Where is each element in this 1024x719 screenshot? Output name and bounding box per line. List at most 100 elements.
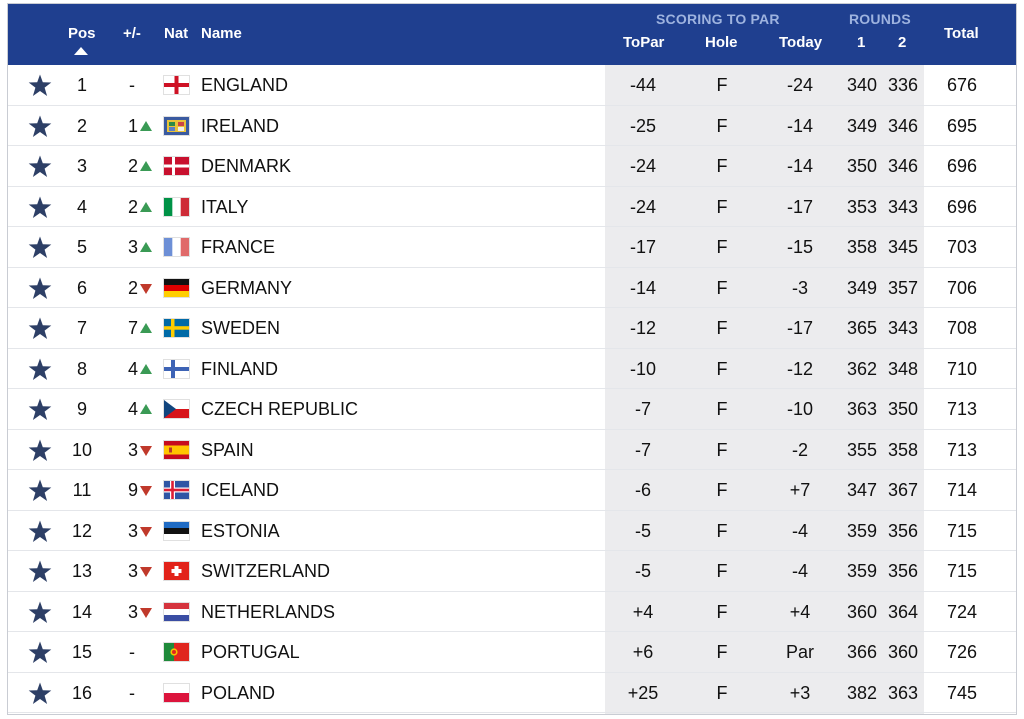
favorite-star-icon[interactable] [28,641,52,664]
to-par: -24 [629,196,656,217]
table-row[interactable]: 4 2 ITALY -24 F -17 353 343 696 [8,187,1016,227]
country-name[interactable]: SWEDEN [201,318,281,338]
hole: F [716,601,728,622]
country-name[interactable]: ENGLAND [201,75,289,95]
favorite-star-icon[interactable] [28,155,52,178]
header-move[interactable]: +/- [123,25,141,42]
round-1: 347 [846,480,878,500]
table-row[interactable]: 16 - POLAND +25 F +3 382 363 745 [8,673,1016,713]
table-row[interactable]: 15 - PORTUGAL +6 F Par 366 360 726 [8,632,1016,673]
country-name[interactable]: ITALY [201,196,249,217]
country-name[interactable]: GERMANY [201,277,293,298]
favorite-star-icon[interactable] [28,479,52,502]
round-1: 358 [846,237,878,257]
move-value: - [129,682,135,703]
favorite-star-icon[interactable] [28,398,52,421]
header-name[interactable]: Name [201,25,242,42]
favorite-star-icon[interactable] [28,317,52,340]
to-par: -7 [634,399,651,419]
arrow-down-icon [140,607,152,618]
table-row[interactable]: 14 3 NETHERLANDS +4 F +4 360 364 724 [8,592,1016,632]
arrow-up-icon [140,323,152,333]
arrow-up-icon [140,363,152,374]
country-name[interactable]: POLAND [201,682,276,703]
total: 710 [946,358,978,379]
arrow-up-icon [140,404,152,414]
total: 726 [946,642,978,662]
today: Par [785,642,814,662]
to-par: +6 [632,642,654,662]
favorite-star-icon[interactable] [28,196,52,219]
header-total[interactable]: Total [944,25,979,42]
favorite-star-icon[interactable] [28,115,52,138]
total: 713 [946,439,978,460]
hole: F [716,399,728,419]
position: 14 [71,601,93,622]
country-name[interactable]: ESTONIA [201,520,280,541]
germany-flag-icon [164,278,189,297]
spain-flag-icon [164,440,189,459]
favorite-star-icon[interactable] [28,439,52,462]
table-row[interactable]: 10 3 SPAIN -7 F -2 355 358 713 [8,430,1016,470]
header-round-1[interactable]: 1 [857,34,866,51]
table-row[interactable]: 2 1 IRELAND -25 F -14 349 346 695 [8,106,1016,146]
total: 703 [946,237,978,257]
position-change: 2 [108,187,156,227]
favorite-star-icon[interactable] [28,682,52,705]
country-name[interactable]: IRELAND [201,115,280,136]
to-par: -6 [634,480,651,500]
position: 2 [76,115,87,136]
country-name[interactable]: FINLAND [201,358,279,379]
country-name[interactable]: CZECH REPUBLIC [201,399,359,419]
arrow-down-icon [140,567,152,577]
header-topar[interactable]: ToPar [623,34,665,51]
header-pos[interactable]: Pos [68,25,96,42]
france-flag-icon [164,238,189,256]
country-name[interactable]: SPAIN [201,439,254,460]
round-1: 350 [846,156,878,176]
country-name[interactable]: FRANCE [201,237,276,257]
favorite-star-icon[interactable] [28,560,52,583]
today: -4 [791,561,808,581]
sort-ascending-icon [74,47,88,55]
country-name[interactable]: PORTUGAL [201,642,300,662]
country-name[interactable]: DENMARK [201,156,292,176]
arrow-up-icon [140,120,152,131]
portugal-flag-icon [164,643,189,661]
move-value: 4 [127,358,138,379]
move-value: 4 [127,399,138,419]
header-today[interactable]: Today [779,34,823,51]
favorite-star-icon[interactable] [28,74,52,97]
table-row[interactable]: 9 4 CZECH REPUBLIC -7 F -10 363 350 713 [8,389,1016,430]
table-row[interactable]: 5 3 FRANCE -17 F -15 358 345 703 [8,227,1016,268]
move-value: 2 [127,196,138,217]
table-row[interactable]: 11 9 ICELAND -6 F +7 347 367 714 [8,470,1016,511]
table-row[interactable]: 3 2 DENMARK -24 F -14 350 346 696 [8,146,1016,187]
favorite-star-icon[interactable] [28,520,52,543]
country-name[interactable]: SWITZERLAND [201,561,331,581]
total: 706 [946,277,978,298]
switzerland-flag-icon [164,562,189,580]
header-hole[interactable]: Hole [705,34,738,51]
country-name[interactable]: ICELAND [201,480,280,500]
table-row[interactable]: 12 3 ESTONIA -5 F -4 359 356 715 [8,511,1016,551]
table-row[interactable]: 8 4 FINLAND -10 F -12 362 348 710 [8,349,1016,389]
table-row[interactable]: 13 3 SWITZERLAND -5 F -4 359 356 715 [8,551,1016,592]
today: -4 [791,520,808,541]
favorite-star-icon[interactable] [28,358,52,381]
table-row[interactable]: 1 - ENGLAND -44 F -24 340 336 676 [8,65,1016,106]
to-par: -12 [629,318,656,338]
header-round-2[interactable]: 2 [898,34,907,51]
country-name[interactable]: NETHERLANDS [201,601,336,622]
favorite-star-icon[interactable] [28,277,52,300]
header-nat[interactable]: Nat [164,25,189,42]
favorite-star-icon[interactable] [28,236,52,259]
favorite-star-icon[interactable] [28,601,52,624]
round-1: 359 [846,561,878,581]
table-row[interactable]: 6 2 GERMANY -14 F -3 349 357 706 [8,268,1016,308]
position-change: - [108,65,156,105]
position-change: 3 [108,551,156,591]
table-row[interactable]: 7 7 SWEDEN -12 F -17 365 343 708 [8,308,1016,349]
leaderboard-header: Pos +/- Nat Name SCORING TO PAR ROUNDS T… [8,4,1016,65]
move-value: 2 [127,277,138,298]
